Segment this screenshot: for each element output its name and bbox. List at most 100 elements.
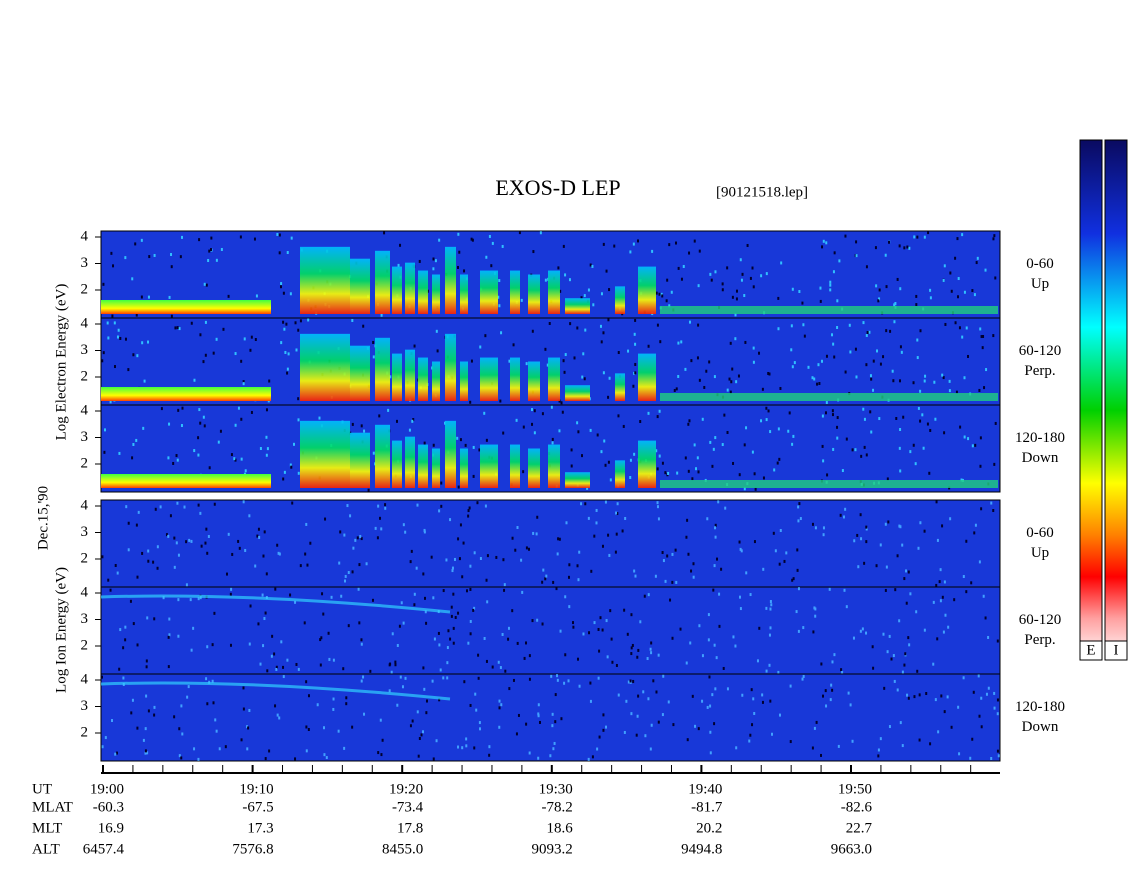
noise	[144, 751, 147, 755]
noise	[273, 652, 276, 656]
noise	[538, 720, 541, 724]
burst	[350, 432, 370, 488]
noise	[714, 535, 717, 539]
noise	[859, 629, 862, 633]
noise	[118, 667, 121, 671]
noise	[563, 370, 566, 374]
noise	[923, 628, 926, 632]
noise	[855, 375, 858, 379]
noise	[449, 518, 452, 522]
noise	[119, 336, 122, 340]
noise	[440, 481, 443, 485]
noise	[749, 276, 752, 280]
noise	[240, 417, 243, 421]
noise	[919, 329, 922, 333]
noise	[578, 684, 581, 688]
noise	[246, 747, 249, 751]
noise	[606, 655, 609, 659]
noise	[593, 534, 596, 538]
noise	[706, 705, 709, 709]
noise	[865, 631, 868, 635]
noise	[643, 594, 646, 598]
noise	[564, 273, 567, 277]
noise	[981, 346, 984, 350]
noise	[686, 518, 689, 522]
noise	[929, 296, 932, 300]
noise	[668, 243, 671, 247]
noise	[836, 425, 839, 429]
noise	[279, 285, 282, 289]
noise	[432, 267, 435, 271]
noise	[177, 408, 180, 412]
noise	[430, 555, 433, 559]
noise	[305, 725, 308, 729]
noise	[884, 588, 887, 592]
burst	[300, 420, 350, 488]
noise	[862, 321, 865, 325]
noise	[687, 552, 690, 556]
noise	[343, 746, 346, 750]
noise	[422, 666, 425, 670]
noise	[504, 669, 507, 673]
noise	[401, 685, 404, 689]
noise	[442, 589, 445, 593]
noise	[503, 588, 506, 592]
noise	[937, 730, 940, 734]
noise	[787, 429, 790, 433]
noise	[558, 537, 561, 541]
noise	[446, 646, 449, 650]
low-energy-band	[660, 480, 998, 488]
noise	[912, 443, 915, 447]
noise	[869, 374, 872, 378]
noise	[802, 626, 805, 630]
noise	[111, 719, 114, 723]
noise	[599, 616, 602, 620]
noise	[957, 277, 960, 281]
noise	[380, 313, 383, 317]
noise	[761, 700, 764, 704]
noise	[650, 641, 653, 645]
noise	[577, 430, 580, 434]
burst	[548, 357, 560, 401]
noise	[906, 693, 909, 697]
noise	[802, 674, 805, 678]
noise	[825, 241, 828, 245]
y-tick-label: 4	[81, 584, 89, 600]
noise	[515, 732, 518, 736]
noise	[173, 715, 176, 719]
noise	[290, 465, 293, 469]
noise	[208, 249, 211, 253]
noise	[963, 376, 966, 380]
noise	[797, 587, 800, 591]
noise	[457, 485, 460, 489]
noise	[358, 563, 361, 567]
noise	[639, 420, 642, 424]
noise	[321, 592, 324, 596]
burst	[565, 385, 590, 401]
noise	[144, 727, 147, 731]
noise	[886, 650, 889, 654]
noise	[168, 617, 171, 621]
noise	[282, 477, 285, 481]
noise	[990, 501, 993, 505]
noise	[217, 440, 220, 444]
noise	[634, 371, 637, 375]
noise	[677, 341, 680, 345]
noise	[644, 734, 647, 738]
noise	[467, 641, 470, 645]
noise	[286, 658, 289, 662]
noise	[777, 327, 780, 331]
noise	[180, 424, 183, 428]
noise	[825, 354, 828, 358]
noise	[647, 411, 650, 415]
noise	[614, 550, 617, 554]
noise	[707, 638, 710, 642]
noise	[176, 326, 179, 330]
noise	[503, 583, 506, 587]
noise	[688, 320, 691, 324]
noise	[362, 675, 365, 679]
burst	[510, 270, 520, 314]
noise	[726, 266, 729, 270]
noise	[667, 700, 670, 704]
noise	[199, 333, 202, 337]
